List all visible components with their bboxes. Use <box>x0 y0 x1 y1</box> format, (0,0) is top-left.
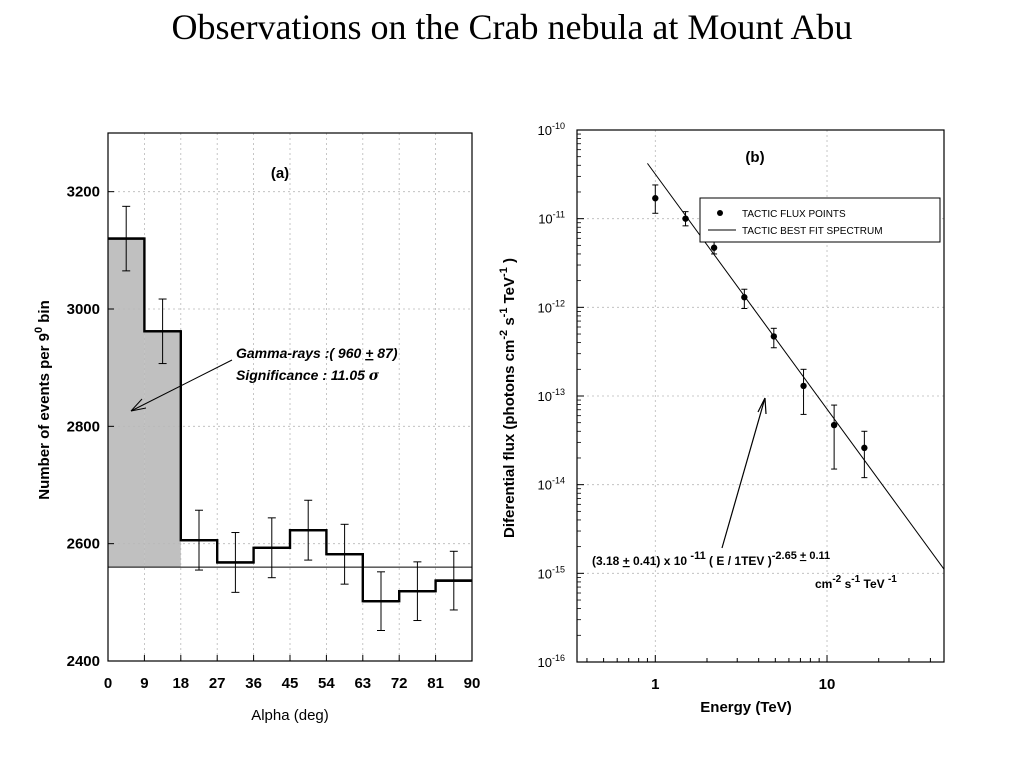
x-tick-label-4: 36 <box>245 675 262 692</box>
y-tick-label-b-2: 10-12 <box>538 298 565 315</box>
panel-a-xlabel: Alpha (deg) <box>251 707 329 724</box>
excess-shade-1 <box>144 331 181 568</box>
y-tick-label-b-3: 10-13 <box>538 387 565 404</box>
annotation-arrow-a <box>130 359 233 412</box>
significance-annotation: Significance : 11.05 σ <box>236 367 380 384</box>
x-tick-label-6: 54 <box>318 675 335 692</box>
legend-points-label: TACTIC FLUX POINTS <box>742 209 846 220</box>
x-tick-label-b-0: 1 <box>651 676 659 693</box>
y-tick-label-0: 2400 <box>67 653 100 670</box>
legend: TACTIC FLUX POINTS TACTIC BEST FIT SPECT… <box>699 197 941 243</box>
x-tick-label-10: 90 <box>464 675 481 692</box>
flux-point-0 <box>652 195 659 202</box>
annotation-arrow-b <box>721 397 766 549</box>
panel-b-xlabel: Energy (TeV) <box>700 699 791 716</box>
flux-point-7 <box>861 444 868 452</box>
flux-point-3 <box>741 294 748 301</box>
fit-formula: (3.18 + 0.41) x 10 -11 ( E / 1TEV )-2.65… <box>592 550 830 568</box>
legend-line-label: TACTIC BEST FIT SPECTRUM <box>742 226 883 237</box>
y-tick-label-1: 2600 <box>67 536 100 553</box>
histogram-outline <box>108 237 472 603</box>
legend-box <box>699 197 941 243</box>
flux-point-5 <box>800 382 807 390</box>
panel-a-label: (a) <box>271 165 289 182</box>
flux-point-6 <box>830 421 838 429</box>
gamma-rays-annotation: Gamma-rays :( 960 + 87) <box>236 345 398 361</box>
panel-b-ylabel: Diferential flux (photons cm-2 s-1 TeV-1… <box>498 258 518 538</box>
x-tick-label-1: 9 <box>140 675 148 692</box>
x-tick-label-7: 63 <box>354 675 371 692</box>
fit-units: cm-2 s-1 TeV -1 <box>815 574 897 591</box>
panel-a-ylabel: Number of events per 90 bin <box>33 300 53 500</box>
x-tick-label-2: 18 <box>172 675 189 692</box>
flux-point-2 <box>710 244 718 251</box>
x-tick-label-5: 45 <box>282 675 299 692</box>
y-tick-label-b-4: 10-14 <box>538 476 565 493</box>
y-tick-label-b-0: 10-10 <box>538 121 565 138</box>
panel-a-histogram: 0 9 18 27 36 45 54 63 72 81 90 2400 2600 2800 3000 320… <box>33 132 481 724</box>
y-tick-label-b-6: 10-16 <box>538 653 565 670</box>
slide-title: Observations on the Crab nebula at Mount… <box>171 7 853 47</box>
best-fit-line <box>647 163 945 570</box>
legend-point-marker <box>717 210 723 216</box>
y-tick-label-2: 2800 <box>67 418 100 435</box>
x-tick-label-3: 27 <box>209 675 226 692</box>
flux-point-4 <box>770 333 778 340</box>
y-tick-label-3: 3000 <box>67 301 100 318</box>
y-tick-label-4: 3200 <box>67 184 100 201</box>
y-tick-label-b-1: 10-11 <box>538 210 565 227</box>
x-tick-label-9: 81 <box>427 675 444 692</box>
x-tick-label-b-1: 10 <box>819 676 836 693</box>
x-tick-label-0: 0 <box>104 675 112 692</box>
flux-point-1 <box>682 215 689 222</box>
y-tick-label-b-5: 10-15 <box>538 564 565 581</box>
panel-b-spectrum: 1 10 10-1010-1110-1210-1310-1410-1510-16 … <box>498 121 945 716</box>
x-tick-label-8: 72 <box>391 675 408 692</box>
panel-b-label: (b) <box>745 149 764 166</box>
